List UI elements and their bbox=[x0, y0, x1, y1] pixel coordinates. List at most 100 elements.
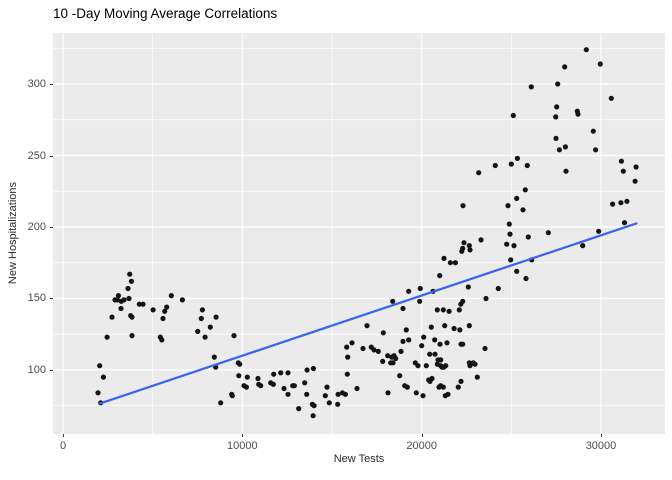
data-point bbox=[553, 135, 559, 141]
data-point bbox=[380, 358, 386, 364]
data-point bbox=[417, 298, 423, 304]
data-point bbox=[440, 384, 446, 390]
data-point bbox=[150, 307, 156, 313]
data-point bbox=[129, 314, 135, 320]
data-point bbox=[162, 308, 168, 314]
data-point bbox=[198, 315, 204, 322]
data-point bbox=[514, 268, 520, 274]
data-point bbox=[525, 234, 531, 240]
data-point bbox=[460, 203, 466, 209]
data-point bbox=[476, 170, 482, 176]
data-point bbox=[472, 361, 478, 367]
data-point bbox=[440, 307, 446, 313]
data-point bbox=[618, 200, 624, 206]
data-point bbox=[415, 363, 421, 369]
data-point bbox=[281, 385, 287, 392]
y-tick-label: 300 bbox=[27, 78, 46, 91]
data-point bbox=[492, 162, 498, 169]
data-point bbox=[304, 367, 310, 373]
data-point bbox=[508, 161, 514, 167]
data-point bbox=[255, 375, 261, 382]
data-point bbox=[278, 370, 284, 376]
data-point bbox=[195, 328, 201, 334]
data-point bbox=[390, 298, 396, 304]
data-point bbox=[398, 348, 404, 354]
data-point bbox=[467, 247, 473, 253]
plot-panel bbox=[53, 33, 665, 434]
data-point bbox=[624, 198, 630, 204]
data-point bbox=[442, 323, 448, 329]
data-point bbox=[508, 257, 514, 263]
data-point bbox=[389, 354, 395, 360]
x-tick-mark bbox=[63, 434, 65, 437]
data-point bbox=[423, 363, 429, 369]
data-point bbox=[460, 298, 466, 304]
data-point bbox=[121, 297, 127, 303]
data-point bbox=[528, 84, 534, 90]
data-point bbox=[461, 240, 467, 246]
data-point bbox=[380, 330, 386, 336]
data-point bbox=[455, 384, 461, 390]
data-point bbox=[114, 297, 120, 303]
data-point bbox=[511, 243, 517, 249]
data-point bbox=[456, 307, 462, 313]
data-point bbox=[417, 285, 423, 292]
data-point bbox=[482, 345, 488, 352]
data-point bbox=[115, 293, 121, 299]
data-point bbox=[620, 168, 626, 174]
data-point bbox=[420, 393, 426, 399]
y-axis-title: New Hospitalizations bbox=[7, 181, 19, 285]
data-point bbox=[432, 351, 438, 357]
data-point bbox=[129, 333, 135, 339]
data-point bbox=[335, 391, 341, 397]
data-point bbox=[413, 390, 419, 396]
data-point bbox=[160, 315, 166, 322]
data-point bbox=[428, 324, 434, 330]
data-point bbox=[562, 144, 568, 150]
data-point bbox=[109, 314, 115, 320]
data-point bbox=[218, 400, 224, 406]
data-point bbox=[164, 304, 170, 310]
data-point bbox=[104, 334, 110, 340]
data-point bbox=[304, 391, 310, 397]
data-point bbox=[441, 255, 447, 261]
data-point bbox=[231, 333, 237, 339]
data-point bbox=[199, 307, 205, 313]
data-point bbox=[403, 327, 409, 333]
data-point bbox=[632, 178, 638, 184]
data-point bbox=[510, 112, 516, 119]
data-point bbox=[466, 323, 472, 329]
x-axis-title: New Tests bbox=[333, 453, 385, 465]
data-point bbox=[444, 340, 450, 346]
data-point bbox=[349, 340, 355, 346]
data-point bbox=[243, 384, 249, 390]
data-point bbox=[258, 383, 264, 389]
x-tick-label: 10000 bbox=[227, 440, 258, 452]
data-point bbox=[478, 237, 484, 243]
data-point bbox=[556, 147, 562, 153]
x-tick-label: 20000 bbox=[406, 440, 437, 452]
data-point bbox=[524, 162, 530, 169]
data-point bbox=[344, 344, 350, 350]
data-point bbox=[452, 260, 458, 266]
data-point bbox=[633, 164, 639, 170]
data-point bbox=[593, 147, 599, 153]
data-point bbox=[390, 360, 396, 366]
x-tick-mark bbox=[242, 434, 244, 437]
data-point bbox=[207, 324, 213, 330]
data-point bbox=[495, 285, 501, 292]
data-point bbox=[342, 391, 348, 397]
data-point bbox=[608, 95, 614, 101]
data-point bbox=[324, 384, 330, 390]
grid-major-lines bbox=[53, 33, 665, 434]
data-point bbox=[236, 373, 242, 379]
data-point bbox=[483, 295, 489, 302]
data-point bbox=[457, 327, 463, 333]
data-point bbox=[128, 278, 134, 284]
x-tick-label: 0 bbox=[59, 440, 67, 452]
data-point bbox=[419, 343, 425, 349]
data-point bbox=[621, 220, 628, 226]
data-point bbox=[270, 381, 276, 387]
data-point bbox=[385, 390, 391, 396]
